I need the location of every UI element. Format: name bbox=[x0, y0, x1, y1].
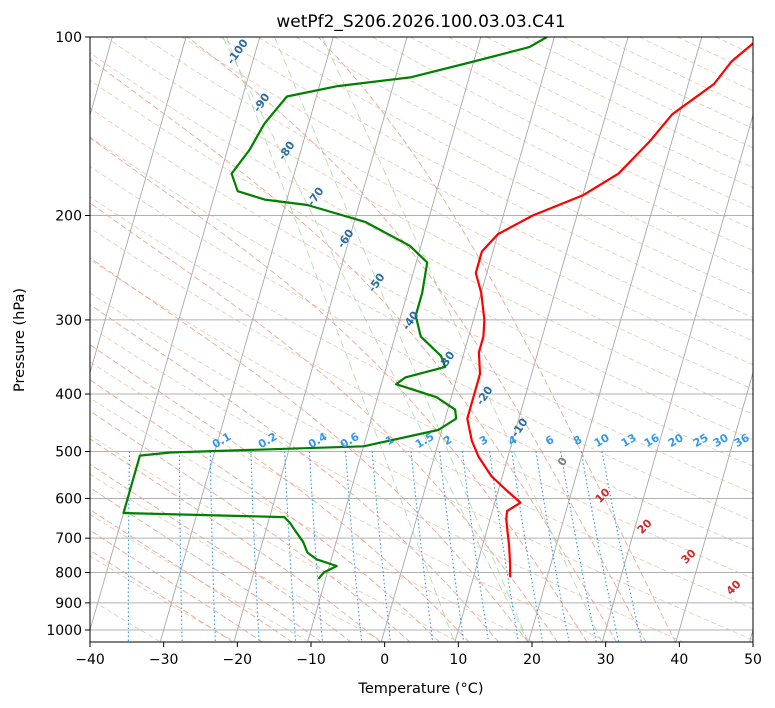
moist-adiabat-line bbox=[90, 304, 499, 642]
axis-ticks: −40 −30 −20 −10 0 10 20 30 40 50 100 200 300 400 500 60… bbox=[46, 30, 762, 668]
isotherm-line bbox=[159, 37, 334, 642]
dry-adiabat-line bbox=[90, 136, 753, 494]
y-tick-label: 500 bbox=[55, 444, 82, 460]
dry-adiabat-line bbox=[90, 513, 311, 642]
mixing-ratio-line bbox=[489, 451, 519, 642]
x-tick-label: −20 bbox=[223, 652, 253, 668]
mixing-ratio-line bbox=[560, 451, 597, 642]
temperature-profile bbox=[466, 41, 753, 578]
moist-adiabat-line bbox=[90, 257, 529, 642]
mixing-ratio-line bbox=[535, 451, 570, 642]
isotherm-line bbox=[233, 37, 408, 642]
sounding-lines bbox=[122, 37, 753, 580]
chart-title: wetPf2_S206.2026.100.03.03.C41 bbox=[276, 12, 565, 32]
y-tick-label: 1000 bbox=[46, 623, 82, 639]
y-tick-label: 300 bbox=[55, 313, 82, 329]
dry-adiabat-line bbox=[410, 37, 753, 209]
moist-adiabat-line bbox=[90, 58, 617, 642]
x-tick-label: 40 bbox=[670, 652, 688, 668]
x-tick-label: 10 bbox=[449, 652, 467, 668]
isotherm-line bbox=[380, 37, 555, 642]
x-tick-label: 50 bbox=[744, 652, 762, 668]
mixing-ratio-line bbox=[439, 451, 465, 642]
dry-adiabat-line bbox=[90, 326, 685, 642]
x-tick-label: −10 bbox=[296, 652, 326, 668]
moist-adiabat-line bbox=[90, 379, 441, 642]
x-tick-label: 30 bbox=[597, 652, 615, 668]
moist-adiabat-line bbox=[90, 410, 411, 642]
dewpoint-profile bbox=[122, 37, 548, 580]
moist-adiabat-line bbox=[90, 463, 352, 642]
y-axis-label: Pressure (hPa) bbox=[12, 288, 28, 392]
dry-adiabat-line bbox=[90, 165, 753, 522]
moist-adiabat-line bbox=[90, 137, 588, 642]
x-tick-label: −40 bbox=[75, 652, 105, 668]
saturation-guide-line bbox=[321, 37, 603, 642]
y-tick-label: 600 bbox=[55, 491, 82, 507]
dry-adiabat-line bbox=[90, 196, 753, 550]
dry-adiabat-line bbox=[105, 37, 753, 390]
dry-adiabat-line bbox=[486, 37, 753, 169]
isotherm-line bbox=[454, 37, 629, 642]
mixing-ratio-line bbox=[580, 451, 620, 642]
moist-adiabat-line bbox=[90, 549, 234, 642]
plot-frame bbox=[89, 36, 754, 643]
moist-adiabat-line bbox=[90, 487, 323, 642]
dry-adiabat-line bbox=[90, 79, 753, 441]
saturation-guide-line bbox=[273, 37, 529, 642]
dry-adiabat-line bbox=[90, 473, 386, 642]
saturation-guide-line bbox=[222, 37, 529, 642]
isotherm-line bbox=[90, 37, 187, 375]
x-tick-label: 20 bbox=[523, 652, 541, 668]
y-tick-label: 800 bbox=[55, 566, 82, 582]
x-tick-label: −30 bbox=[149, 652, 179, 668]
y-tick-label: 400 bbox=[55, 387, 82, 403]
mixing-ratio-line bbox=[511, 451, 544, 642]
mixing-ratio-line bbox=[461, 451, 490, 642]
dry-adiabat-line bbox=[90, 52, 753, 415]
isotherm-line bbox=[601, 113, 753, 642]
dry-adiabat-line bbox=[90, 434, 461, 642]
dry-adiabat-line bbox=[181, 37, 753, 342]
moist-adiabat-line bbox=[317, 37, 676, 642]
dry-adiabat-line bbox=[90, 259, 753, 610]
background-grid bbox=[90, 37, 753, 642]
moist-adiabat-line bbox=[187, 37, 647, 642]
moist-adiabat-line bbox=[90, 529, 264, 642]
dry-adiabat-line bbox=[257, 37, 753, 296]
isotherm-line bbox=[307, 37, 482, 642]
y-tick-label: 200 bbox=[55, 209, 82, 225]
moist-adiabat-line bbox=[90, 344, 470, 642]
isotherm-line bbox=[675, 370, 753, 642]
x-axis-label: Temperature (°C) bbox=[357, 681, 483, 697]
y-tick-label: 100 bbox=[55, 30, 82, 46]
mixing-ratio-line bbox=[601, 451, 643, 642]
dry-adiabat-line bbox=[334, 37, 753, 252]
y-tick-label: 900 bbox=[55, 596, 82, 612]
y-tick-label: 700 bbox=[55, 531, 82, 547]
moist-adiabat-line bbox=[90, 509, 293, 642]
moist-adiabat-line bbox=[90, 438, 382, 642]
x-tick-label: 0 bbox=[380, 652, 389, 668]
isotherm-line bbox=[90, 37, 261, 632]
mixing-ratio-line bbox=[410, 451, 434, 642]
